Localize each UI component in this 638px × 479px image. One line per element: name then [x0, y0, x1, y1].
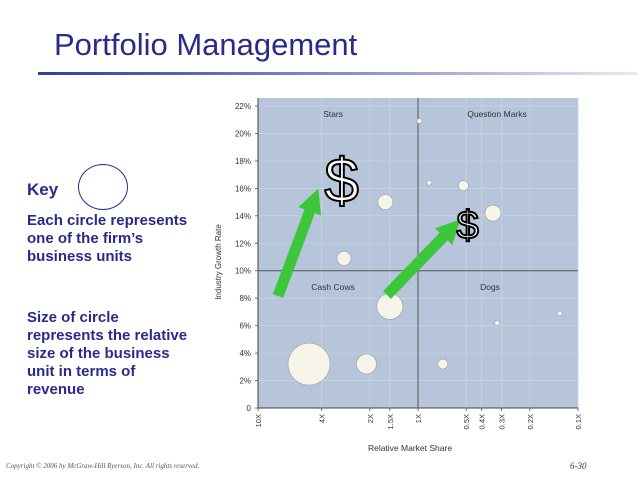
y-tick-label: 22% — [235, 102, 251, 111]
key-description-size: Size of circle represents the relative s… — [27, 309, 188, 398]
x-tick-label: 10X — [254, 414, 263, 427]
quadrant-label-question-marks: Question Marks — [467, 109, 527, 119]
x-tick-label: 0.3X — [498, 414, 507, 429]
business-unit-bubble — [484, 204, 502, 222]
x-tick-label: 1.5X — [386, 414, 395, 429]
y-tick-label: 4% — [239, 349, 251, 358]
y-tick-label: 10% — [235, 267, 251, 276]
growth-arrows — [272, 188, 461, 299]
y-axis-ticks: 0 2% 4% 6% 8% 10% 12% 14% 16% 18% 20% 22% — [235, 102, 258, 413]
quadrant-label-stars: Stars — [323, 109, 343, 119]
dollar-sign: $ — [456, 204, 478, 248]
key-description-circle: Each circle represents one of the firm’s… — [27, 212, 188, 265]
business-unit-bubble — [336, 251, 352, 266]
y-tick-label: 16% — [235, 184, 251, 193]
green-arrow — [383, 219, 461, 299]
business-unit-bubble — [458, 180, 469, 191]
y-tick-label: 20% — [235, 129, 251, 138]
x-tick-label: 4X — [318, 414, 327, 423]
y-axis-label: Industry Growth Rate — [214, 224, 223, 300]
x-axis-ticks: 10X 4X 2X 1.5X 1X 0.5X 0.4X 0.3X 0.2X 0.1X — [254, 408, 583, 429]
green-arrow — [272, 188, 322, 298]
x-tick-label: 0.4X — [478, 414, 487, 429]
business-unit-bubble — [287, 342, 331, 386]
x-tick-label: 1X — [414, 414, 423, 423]
business-unit-bubble — [437, 358, 449, 370]
business-unit-bubble — [416, 118, 423, 124]
y-tick-label: 14% — [235, 212, 251, 221]
business-unit-bubble — [377, 194, 394, 210]
x-tick-label: 0.2X — [526, 414, 535, 429]
y-tick-label: 18% — [235, 157, 251, 166]
y-tick-label: 8% — [239, 294, 251, 303]
key-circle-icon — [78, 164, 128, 210]
y-tick-label: 2% — [239, 377, 251, 386]
y-tick-label: 12% — [235, 239, 251, 248]
x-axis-label: Relative Market Share — [368, 443, 452, 453]
x-tick-label: 2X — [366, 414, 375, 423]
y-tick-label: 0 — [247, 404, 252, 413]
dollar-signs: $$ — [323, 146, 479, 249]
title-divider — [38, 72, 638, 75]
business-unit-bubble — [426, 180, 433, 186]
quadrant-label-cash-cows: Cash Cows — [311, 282, 354, 292]
x-tick-label: 0.5X — [462, 414, 471, 429]
x-tick-label: 0.1X — [574, 414, 583, 429]
business-unit-bubble — [494, 320, 500, 326]
page-title: Portfolio Management — [54, 27, 358, 62]
business-unit-bubble — [556, 310, 563, 317]
business-unit-bubble — [356, 353, 377, 375]
footer-page-number: 6-30 — [570, 461, 587, 471]
dollar-sign: $ — [324, 147, 358, 216]
quadrant-label-dogs: Dogs — [480, 282, 500, 292]
business-unit-bubbles — [287, 118, 563, 386]
y-tick-label: 6% — [239, 322, 251, 331]
footer-copyright: Copyright © 2006 by McGraw-Hill Ryerson,… — [6, 462, 200, 470]
key-label: Key — [27, 180, 59, 199]
